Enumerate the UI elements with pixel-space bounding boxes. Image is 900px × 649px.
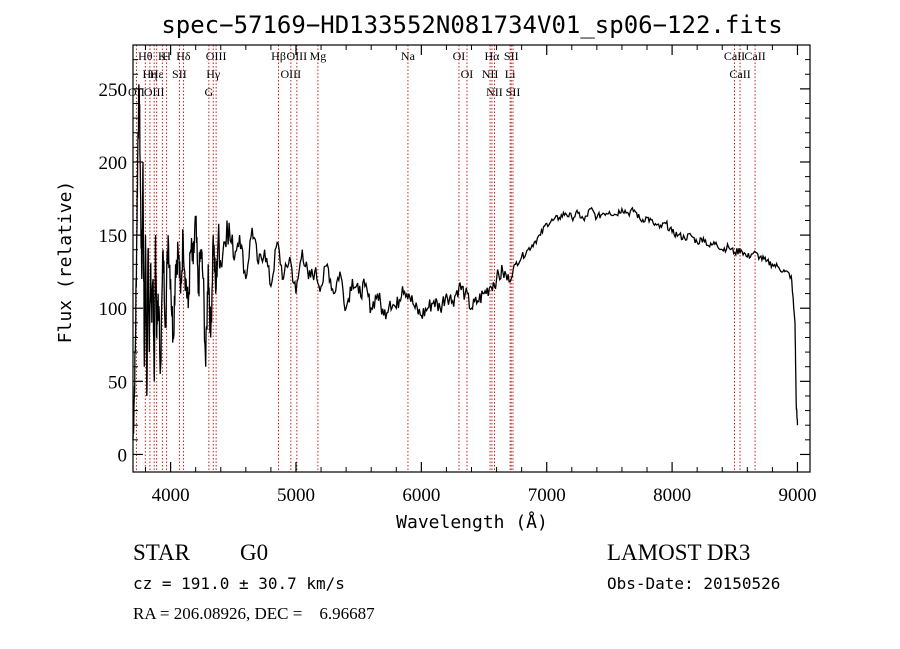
line-label: G [205, 85, 214, 99]
y-axis-label: Flux (relative) [55, 181, 76, 344]
line-label: CaII [724, 49, 745, 63]
y-tick-label: 150 [99, 226, 128, 247]
x-axis-label: Wavelength (Å) [396, 511, 548, 533]
line-label: SII [506, 85, 521, 99]
line-label: Hε [150, 67, 164, 81]
y-axis-ticks: 0 50 100 150 200 250 [99, 59, 810, 466]
line-label: Mg [310, 49, 327, 63]
redshift-readout: cz = 191.0 ± 30.7 km/s [133, 574, 345, 593]
y-tick-label: 250 [99, 80, 128, 101]
line-label: Na [401, 49, 416, 63]
line-label: SII [504, 49, 519, 63]
line-label: OIII [281, 67, 302, 81]
line-label: Hγ [206, 67, 221, 81]
line-label: OIII [206, 49, 227, 63]
line-label: OII [128, 85, 145, 99]
x-tick-label: 4000 [152, 485, 190, 506]
line-label: CaII [729, 67, 750, 81]
line-label: OIII [144, 85, 165, 99]
line-label: OI [453, 49, 466, 63]
line-label: SII [172, 67, 187, 81]
x-axis-ticks: 4000 5000 6000 7000 8000 9000 [145, 45, 816, 506]
x-tick-label: 6000 [402, 485, 440, 506]
x-tick-label: 8000 [653, 485, 691, 506]
y-tick-label: 50 [108, 372, 127, 393]
x-tick-label: 5000 [277, 485, 315, 506]
y-tick-label: 100 [99, 299, 128, 320]
line-label: K [158, 49, 167, 63]
spectral-line-markers [135, 45, 756, 472]
obs-date: Obs-Date: 20150526 [607, 574, 780, 593]
line-label: Hβ [271, 49, 286, 63]
line-label: Hθ [138, 49, 153, 63]
line-label: Hη [142, 67, 157, 81]
line-label: NII [486, 85, 503, 99]
x-tick-label: 7000 [528, 485, 566, 506]
line-label: Hα [484, 49, 500, 63]
line-label: Li [505, 67, 516, 81]
line-label: CaII [744, 49, 765, 63]
survey-name: LAMOST DR3 [607, 540, 750, 565]
line-label: Hδ [176, 49, 191, 63]
y-tick-label: 0 [118, 445, 128, 466]
object-subclass: G0 [240, 540, 268, 565]
line-label: H [162, 49, 171, 63]
line-label: NII [482, 67, 499, 81]
x-tick-label: 9000 [778, 485, 816, 506]
line-label: OI [461, 67, 474, 81]
y-tick-label: 200 [99, 153, 128, 174]
object-type: STAR [133, 540, 191, 565]
coordinates: RA = 206.08926, DEC = 6.96687 [133, 604, 375, 623]
spectrum-line [132, 84, 799, 440]
line-label: OIII [287, 49, 308, 63]
chart-title: spec−57169−HD133552N081734V01_sp06−122.f… [161, 11, 782, 39]
